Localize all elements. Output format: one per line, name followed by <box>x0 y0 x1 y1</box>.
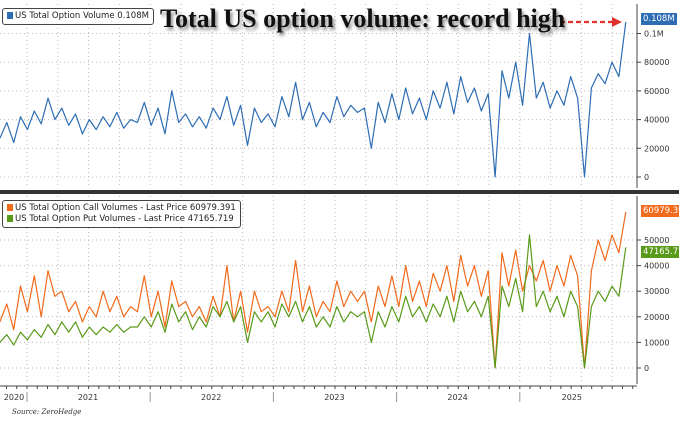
last-value-badge-calls: 60979.391 <box>641 205 679 217</box>
legend-calls-name: US Total Option Call Volumes - Last Pric… <box>15 203 188 213</box>
x-tick-label: 2020 <box>4 393 24 402</box>
x-tick-label: 2025 <box>562 393 582 402</box>
series-line-puts <box>0 234 627 369</box>
x-tick-label: 2021 <box>78 393 98 402</box>
legend-total-name: US Total Option Volume <box>15 11 115 21</box>
panel-divider <box>0 190 679 194</box>
legend-calls-value: 60979.391 <box>189 203 236 213</box>
x-tick-label: 2023 <box>324 393 344 402</box>
y-tick-label: 10000 <box>644 338 669 347</box>
y-tick-label: 0.1M <box>644 30 664 39</box>
y-tick-label: 80000 <box>644 58 669 67</box>
y-tick-label: 30000 <box>644 287 669 296</box>
series-line-total <box>0 21 627 178</box>
legend-puts-name: US Total Option Put Volumes - Last Price <box>15 214 185 224</box>
legend-swatch-total <box>7 12 13 19</box>
y-tick-label: 40000 <box>644 262 669 271</box>
legend-puts-value: 47165.719 <box>187 214 234 224</box>
y-tick-label: 50000 <box>644 236 669 245</box>
x-tick-label: 2022 <box>201 393 221 402</box>
y-tick-label: 0 <box>644 173 649 182</box>
y-tick-label: 40000 <box>644 116 669 125</box>
series-line-calls <box>0 211 627 369</box>
x-tick-label: 2024 <box>447 393 467 402</box>
chart-title: Total US option volume: record high <box>160 4 566 33</box>
y-tick-label: 60000 <box>644 87 669 96</box>
record-arrow-head <box>612 17 622 27</box>
legend-swatch-puts <box>7 215 13 222</box>
y-tick-label: 20000 <box>644 313 669 322</box>
last-value-badge-total: 0.108M <box>641 13 677 25</box>
source-note: Source: ZeroHedge <box>12 408 82 416</box>
legend-total-value: 0.108M <box>117 11 149 21</box>
y-tick-label: 0 <box>644 364 649 373</box>
last-value-badge-puts: 47165.719 <box>641 246 679 258</box>
y-tick-label: 20000 <box>644 144 669 153</box>
top-legend: US Total Option Volume 0.108M <box>2 8 154 25</box>
bottom-legend: US Total Option Call Volumes - Last Pric… <box>2 200 241 228</box>
legend-swatch-calls <box>7 204 13 211</box>
